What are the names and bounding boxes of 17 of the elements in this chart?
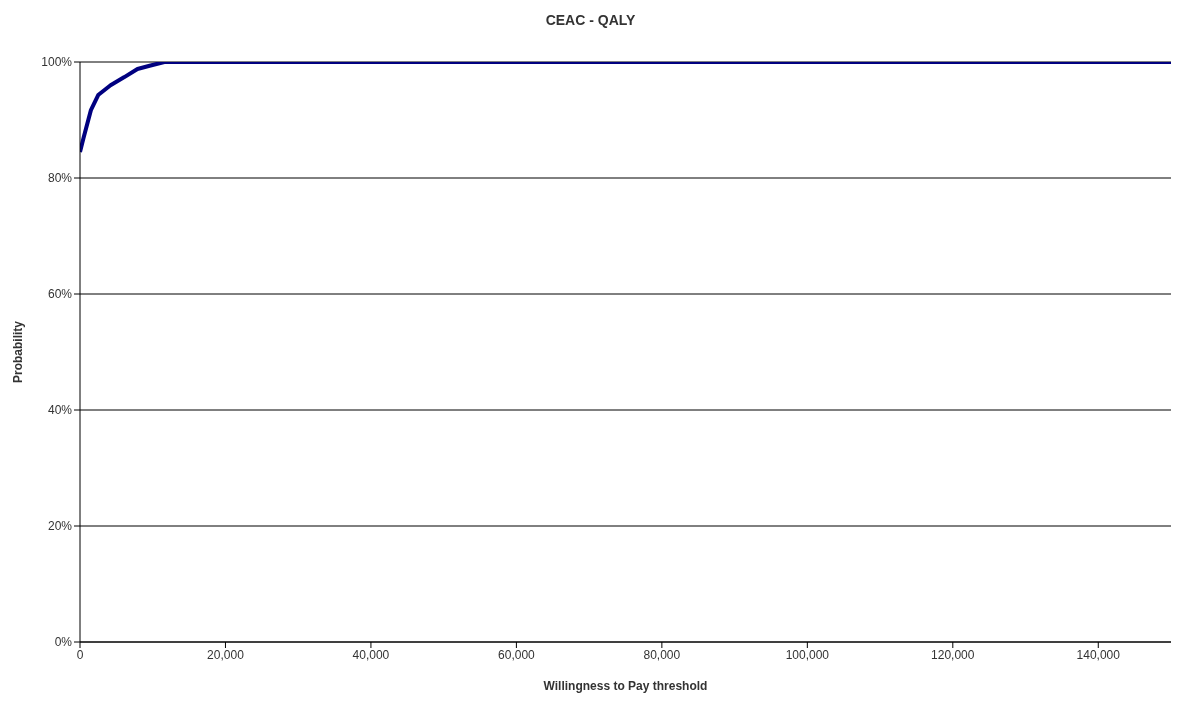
x-tick-label: 80,000: [643, 647, 681, 662]
x-tick-label: 0: [76, 647, 84, 662]
x-tick-label: 20,000: [207, 647, 245, 662]
x-tick-label: 40,000: [352, 647, 390, 662]
y-tick-label: 20%: [47, 519, 73, 534]
x-tick-label: 120,000: [931, 647, 975, 662]
y-tick-label: 0%: [54, 635, 73, 650]
x-tick-label: 140,000: [1076, 647, 1121, 662]
x-axis-title: Willingness to Pay threshold: [543, 679, 708, 693]
y-tick-label: 40%: [47, 403, 73, 418]
chart-title: CEAC - QALY: [544, 11, 637, 30]
y-tick-label: 60%: [47, 287, 73, 302]
y-tick-label: 80%: [47, 171, 73, 186]
x-tick-label: 100,000: [785, 647, 830, 662]
x-tick-label: 60,000: [498, 647, 536, 662]
y-axis-title: Probability: [11, 320, 26, 384]
y-tick-label: 100%: [41, 55, 73, 70]
